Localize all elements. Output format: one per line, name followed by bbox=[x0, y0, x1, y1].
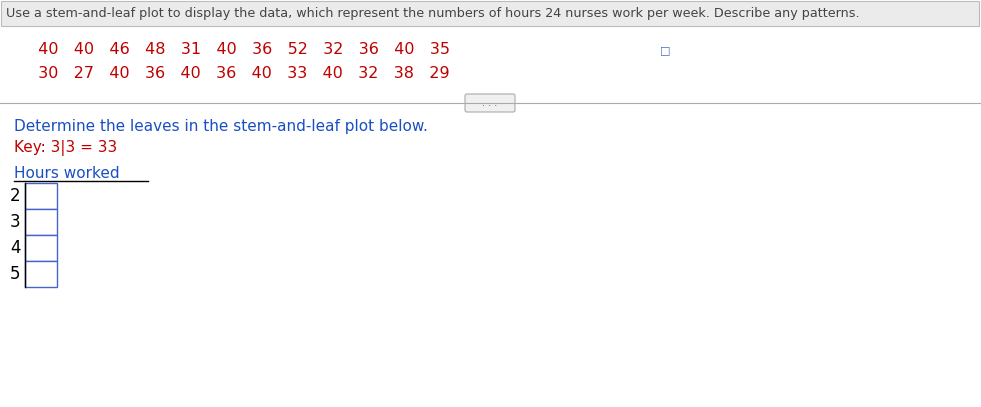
Text: □: □ bbox=[660, 45, 670, 55]
FancyBboxPatch shape bbox=[1, 1, 979, 26]
Text: 40   40   46   48   31   40   36   52   32   36   40   35: 40 40 46 48 31 40 36 52 32 36 40 35 bbox=[28, 42, 450, 57]
FancyBboxPatch shape bbox=[25, 261, 57, 287]
FancyBboxPatch shape bbox=[25, 209, 57, 235]
Text: 2: 2 bbox=[10, 187, 21, 205]
Text: Hours worked: Hours worked bbox=[14, 166, 120, 180]
Text: 3: 3 bbox=[10, 213, 21, 231]
Text: Use a stem-and-leaf plot to display the data, which represent the numbers of hou: Use a stem-and-leaf plot to display the … bbox=[6, 7, 859, 20]
Text: 5: 5 bbox=[10, 265, 21, 283]
FancyBboxPatch shape bbox=[465, 94, 515, 112]
FancyBboxPatch shape bbox=[25, 183, 57, 209]
Text: Key: 3|3 = 33: Key: 3|3 = 33 bbox=[14, 140, 118, 156]
Text: . . .: . . . bbox=[483, 98, 497, 108]
Text: Determine the leaves in the stem-and-leaf plot below.: Determine the leaves in the stem-and-lea… bbox=[14, 118, 428, 133]
Text: 30   27   40   36   40   36   40   33   40   32   38   29: 30 27 40 36 40 36 40 33 40 32 38 29 bbox=[28, 66, 449, 81]
FancyBboxPatch shape bbox=[25, 235, 57, 261]
Text: 4: 4 bbox=[10, 239, 21, 257]
